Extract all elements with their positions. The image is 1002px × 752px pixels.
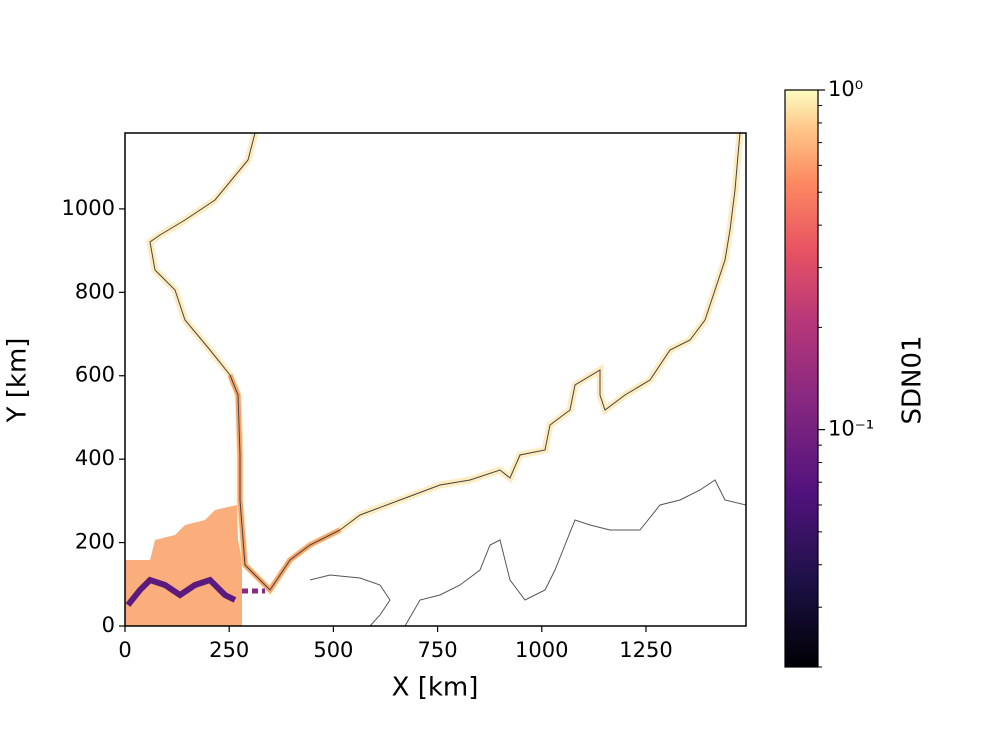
coastline bbox=[149, 133, 741, 591]
contour bbox=[404, 479, 746, 626]
coast-glow bbox=[146, 133, 744, 596]
y-tick-label: 200 bbox=[75, 530, 115, 554]
high-value-region bbox=[125, 505, 242, 626]
colorbar-label: SDN01 bbox=[898, 335, 928, 424]
x-tick-label: 1250 bbox=[619, 638, 672, 662]
y-tick-label: 800 bbox=[75, 279, 115, 303]
colorbar-tick-label: 10⁰ bbox=[828, 77, 863, 101]
x-tick-label: 0 bbox=[118, 638, 131, 662]
x-tick-label: 250 bbox=[209, 638, 249, 662]
contour bbox=[309, 574, 391, 626]
minimum-path bbox=[125, 576, 237, 607]
x-tick-label: 750 bbox=[418, 638, 458, 662]
heatmap-field bbox=[125, 133, 746, 626]
coast-orange bbox=[227, 374, 342, 594]
x-axis-label: X [km] bbox=[392, 673, 479, 703]
y-tick-label: 400 bbox=[75, 446, 115, 470]
y-tick-label: 0 bbox=[102, 613, 115, 637]
x-tick-label: 1000 bbox=[515, 638, 568, 662]
y-axis-label: Y [km] bbox=[3, 338, 33, 424]
y-tick-label: 1000 bbox=[62, 196, 115, 220]
colorbar-tick-label: 10⁻¹ bbox=[828, 417, 874, 441]
colorbar bbox=[784, 89, 819, 668]
x-tick-label: 500 bbox=[313, 638, 353, 662]
plot-frame bbox=[124, 132, 747, 627]
y-tick-label: 600 bbox=[75, 363, 115, 387]
